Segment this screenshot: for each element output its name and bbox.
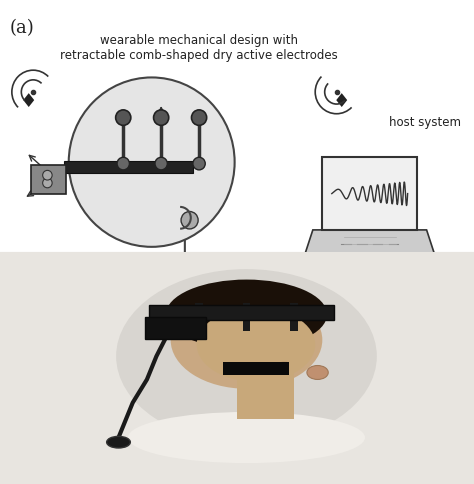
- Circle shape: [69, 77, 235, 247]
- Ellipse shape: [171, 291, 322, 389]
- Bar: [195, 303, 203, 331]
- Ellipse shape: [128, 412, 365, 463]
- FancyBboxPatch shape: [31, 165, 66, 194]
- Text: wireless EEG
acquisition module: wireless EEG acquisition module: [40, 300, 140, 322]
- Ellipse shape: [197, 307, 315, 382]
- FancyBboxPatch shape: [322, 157, 417, 230]
- Ellipse shape: [116, 269, 377, 443]
- Bar: [223, 362, 289, 375]
- Circle shape: [43, 170, 52, 180]
- Circle shape: [193, 157, 205, 170]
- Circle shape: [117, 157, 129, 170]
- Bar: [243, 303, 250, 331]
- Text: ♦: ♦: [20, 92, 37, 111]
- Circle shape: [154, 110, 169, 125]
- Circle shape: [191, 110, 207, 125]
- Text: (b): (b): [9, 257, 35, 274]
- Text: host system: host system: [389, 116, 461, 129]
- Ellipse shape: [307, 365, 328, 379]
- Text: ♦: ♦: [333, 92, 350, 111]
- Ellipse shape: [166, 280, 327, 349]
- Bar: [237, 373, 294, 419]
- Bar: [290, 303, 298, 331]
- Polygon shape: [303, 230, 436, 259]
- Circle shape: [107, 437, 130, 448]
- Text: (a): (a): [9, 19, 34, 37]
- Circle shape: [43, 178, 52, 188]
- Circle shape: [181, 212, 198, 229]
- Bar: [64, 161, 193, 173]
- Circle shape: [116, 110, 131, 125]
- Ellipse shape: [280, 362, 289, 365]
- FancyBboxPatch shape: [145, 317, 206, 339]
- FancyBboxPatch shape: [149, 305, 334, 320]
- Text: wearable mechanical design with
retractable comb-shaped dry active electrodes: wearable mechanical design with retracta…: [60, 34, 338, 62]
- Circle shape: [155, 157, 167, 170]
